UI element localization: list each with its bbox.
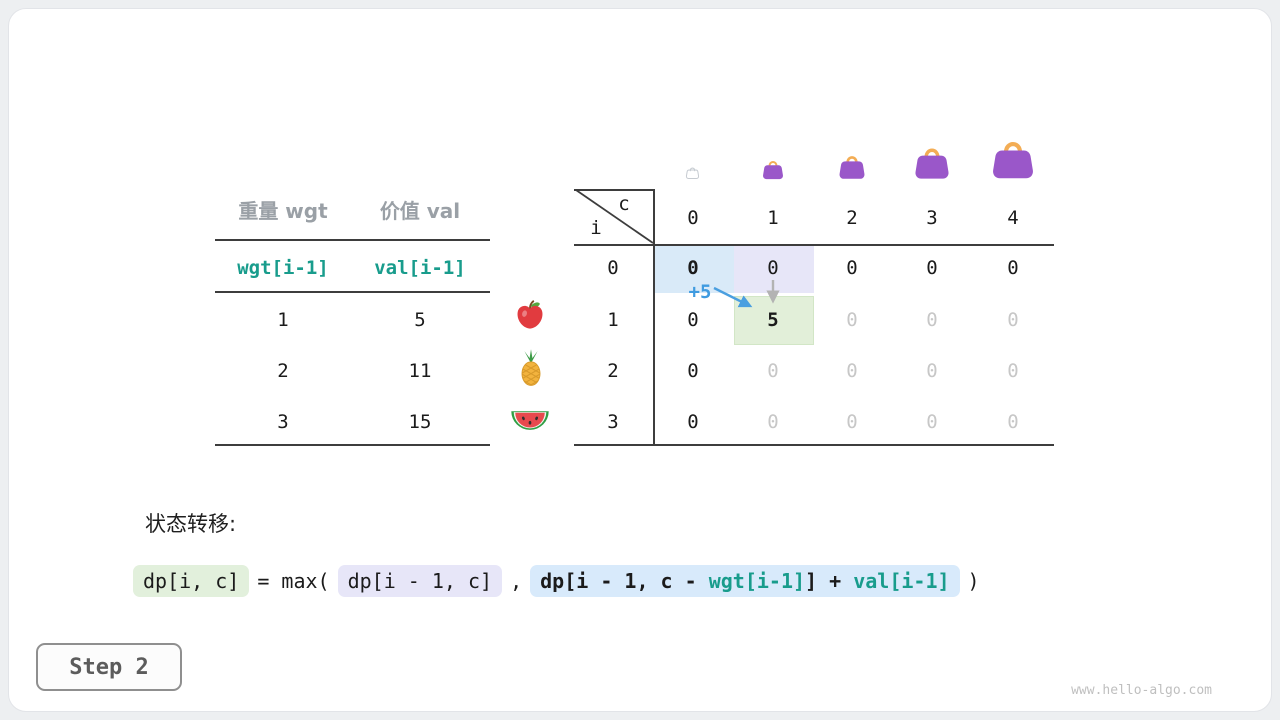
- dp-cell-i2-c0: 0: [687, 360, 699, 382]
- formula-take-seg-3: ] +: [805, 569, 854, 593]
- dp-row-header-3: 3: [607, 411, 619, 433]
- formula-chip-dp-take: dp[i - 1, c - wgt[i-1]] + val[i-1]: [530, 565, 960, 597]
- dp-row-header-0: 0: [607, 257, 619, 279]
- formula-op-equals-max: = max(: [257, 569, 330, 593]
- formula-comma: ,: [510, 569, 523, 593]
- dp-cell-i3-c4: 0: [1007, 411, 1019, 433]
- transition-gain-annotation: +5: [688, 281, 712, 303]
- dp-cell-i3-c0: 0: [687, 411, 699, 433]
- items-table-rule-top: [215, 239, 490, 241]
- items-table-rule-bottom: [215, 444, 490, 446]
- formula-chip-dp-i-c: dp[i, c]: [133, 565, 250, 597]
- step-badge-label: Step 2: [69, 654, 149, 680]
- item-1-value: 5: [414, 309, 426, 331]
- item-3-value: 15: [408, 411, 432, 433]
- formula-close-paren: ): [967, 569, 980, 593]
- item-2-weight: 2: [277, 360, 289, 382]
- dp-col-header-1: 1: [767, 207, 779, 229]
- dp-cell-i1-c0: 0: [687, 309, 699, 331]
- dp-col-header-0: 0: [687, 207, 699, 229]
- item-2-value: 11: [408, 360, 432, 382]
- dp-cell-i3-c2: 0: [846, 411, 858, 433]
- bag-icon-4: [989, 134, 1037, 180]
- dp-cell-i2-c4: 0: [1007, 360, 1019, 382]
- pineapple-icon: [516, 349, 546, 387]
- dp-cell-i1-c4: 0: [1007, 309, 1019, 331]
- dp-cell-i2-c3: 0: [926, 360, 938, 382]
- dp-cell-i0-c4: 0: [1007, 257, 1019, 279]
- items-index-val: val[i-1]: [374, 257, 466, 279]
- dp-cell-i0-c1: 0: [767, 257, 779, 279]
- dp-row-header-1: 1: [607, 309, 619, 331]
- item-1-weight: 1: [277, 309, 289, 331]
- highlight-cell-i0-c0: [654, 246, 734, 293]
- dp-cell-i0-c0: 0: [687, 257, 699, 279]
- items-col-header-weight: 重量 wgt: [238, 199, 328, 223]
- dp-cell-i0-c2: 0: [846, 257, 858, 279]
- dp-rule-corner-top: [574, 189, 655, 191]
- dp-rule-vertical: [653, 189, 655, 446]
- dp-rule-bottom: [574, 444, 1054, 446]
- items-col-header-value: 价值 val: [379, 199, 461, 223]
- watermelon-icon: [510, 409, 550, 431]
- formula-take-seg-wgt: wgt[i-1]: [708, 569, 806, 593]
- apple-icon: [515, 300, 545, 330]
- dp-corner-col-label: c: [618, 193, 630, 215]
- site-watermark: www.hello-algo.com: [1071, 683, 1212, 698]
- dp-rule-header-bottom: [574, 244, 1054, 246]
- transition-label: 状态转移:: [145, 512, 237, 536]
- items-table-rule-mid: [215, 291, 490, 293]
- bag-icon-2: [837, 151, 867, 180]
- dp-cell-i3-c1: 0: [767, 411, 779, 433]
- item-3-weight: 3: [277, 411, 289, 433]
- bag-icon-3: [912, 142, 952, 180]
- dp-cell-i3-c3: 0: [926, 411, 938, 433]
- dp-cell-i1-c1: 5: [767, 309, 779, 331]
- ghost-bag-icon: [685, 165, 700, 179]
- dp-corner-row-label: i: [590, 217, 602, 239]
- transition-formula: dp[i, c] = max( dp[i - 1, c] , dp[i - 1,…: [133, 561, 980, 601]
- dp-col-header-3: 3: [926, 207, 938, 229]
- items-index-wgt: wgt[i-1]: [237, 257, 329, 279]
- dp-col-header-2: 2: [846, 207, 858, 229]
- formula-take-seg-val: val[i-1]: [853, 569, 950, 593]
- dp-col-header-4: 4: [1007, 207, 1019, 229]
- dp-cell-i0-c3: 0: [926, 257, 938, 279]
- dp-row-header-2: 2: [607, 360, 619, 382]
- dp-cell-i2-c2: 0: [846, 360, 858, 382]
- formula-chip-dp-skip: dp[i - 1, c]: [337, 565, 503, 597]
- bag-icon-1: [761, 157, 785, 180]
- dp-cell-i1-c2: 0: [846, 309, 858, 331]
- dp-cell-i2-c1: 0: [767, 360, 779, 382]
- formula-take-seg-1: dp[i - 1, c -: [540, 569, 709, 593]
- step-badge: Step 2: [36, 643, 182, 691]
- dp-cell-i1-c3: 0: [926, 309, 938, 331]
